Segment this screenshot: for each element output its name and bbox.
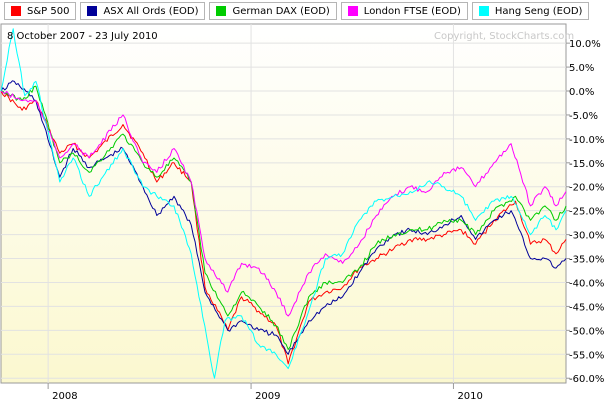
y-tick-label: -40.0%: [569, 278, 604, 289]
legend-swatch: [87, 6, 98, 16]
legend-item: German DAX (EOD): [209, 2, 337, 20]
y-tick-label: 5.0%: [569, 63, 594, 74]
legend-swatch: [478, 6, 489, 16]
y-tick-label: -10.0%: [569, 135, 604, 146]
y-tick-label: -35.0%: [569, 255, 604, 266]
y-tick-label: -20.0%: [569, 183, 604, 194]
x-axis: 2008 2009 2010: [47, 383, 483, 402]
plot-area: [0, 23, 567, 384]
legend: S&P 500 ASX All Ords (EOD) German DAX (EOD…: [4, 2, 590, 22]
y-tick-label: -50.0%: [569, 326, 604, 337]
y-tick-label: -45.0%: [569, 302, 604, 313]
y-tick-label: -30.0%: [569, 231, 604, 242]
legend-swatch: [347, 6, 358, 16]
series-layer: [0, 28, 567, 379]
date-range: 8 October 2007 - 23 July 2010: [7, 31, 158, 42]
legend-item: S&P 500: [4, 2, 77, 20]
x-tick-label: 2008: [52, 391, 77, 402]
y-tick-label: 0.0%: [569, 87, 594, 98]
legend-swatch: [216, 6, 227, 16]
x-tick-label: 2010: [457, 391, 482, 402]
legend-item: London FTSE (EOD): [340, 2, 468, 20]
y-axis: 10.0% 5.0% 0.0% -5.0% -10.0% -15.0% -20.0% -25.…: [566, 39, 604, 385]
legend-label: S&P 500: [27, 5, 70, 17]
series-line-4: [0, 28, 567, 379]
legend-swatch: [11, 6, 21, 16]
legend-label: London FTSE (EOD): [363, 5, 461, 17]
legend-label: German DAX (EOD): [232, 5, 330, 17]
y-tick-label: -25.0%: [569, 207, 604, 218]
series-line-2: [0, 85, 567, 350]
series-line-1: [0, 80, 567, 355]
legend-item: Hang Seng (EOD): [471, 2, 590, 20]
legend-label: ASX All Ords (EOD): [103, 5, 199, 17]
copyright-notice: Copyright, StockCharts.com: [434, 31, 575, 42]
y-tick-label: -5.0%: [569, 111, 598, 122]
y-tick-label: -60.0%: [569, 374, 604, 385]
legend-item: ASX All Ords (EOD): [80, 2, 206, 20]
y-tick-label: -55.0%: [569, 350, 604, 361]
y-tick-label: -15.0%: [569, 159, 604, 170]
y-tick-label: 10.0%: [569, 39, 601, 50]
x-tick-label: 2009: [255, 391, 280, 402]
series-line-3: [0, 90, 567, 317]
legend-label: Hang Seng (EOD): [494, 5, 583, 17]
grid: [1, 24, 566, 383]
